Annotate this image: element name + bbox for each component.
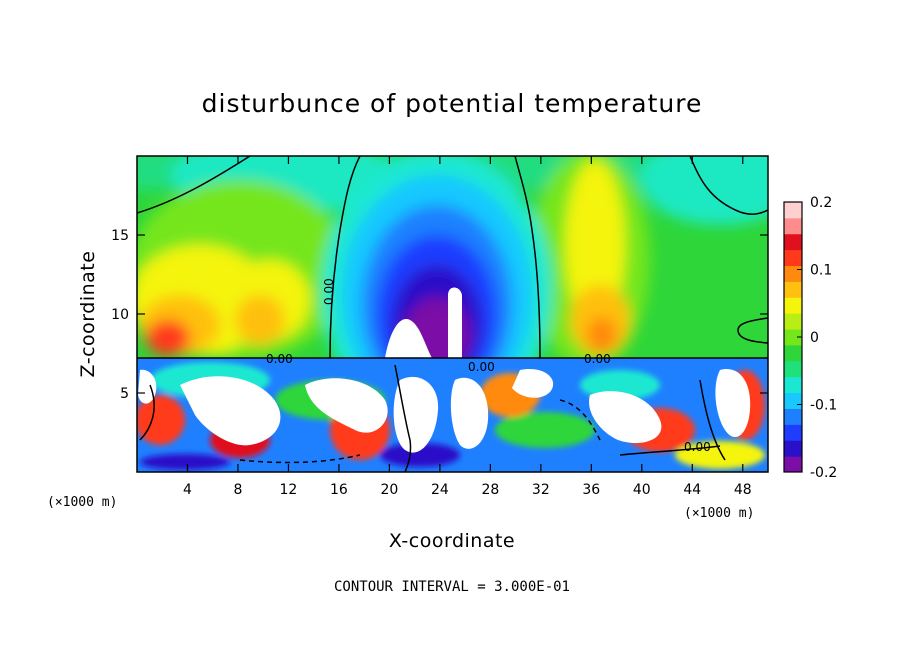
x-tick-label: 40 <box>633 482 651 498</box>
contour-label: 0.00 <box>266 352 293 366</box>
contour-lines <box>137 156 768 472</box>
y-axis-ticks: 5 10 15 <box>111 228 768 402</box>
colorbar-swatch <box>784 376 802 394</box>
y-tick-label: 15 <box>111 228 129 244</box>
contour-label: 0.00 <box>468 360 495 374</box>
colorbar-tick-label: 0 <box>810 330 819 346</box>
colorbar-swatch <box>784 281 802 298</box>
colorbar-swatch <box>784 297 802 314</box>
y-axis-label: Z-coordinate <box>77 251 99 378</box>
colorbar-swatch <box>784 265 802 282</box>
x-tick-label: 36 <box>582 482 600 498</box>
x-tick-label: 44 <box>683 482 701 498</box>
colorbar: 0.2 0.1 0 -0.1 -0.2 <box>783 195 837 481</box>
plot-field <box>137 156 768 472</box>
colorbar-swatch <box>784 202 802 219</box>
x-axis-ticks: 4 8 12 16 20 24 28 32 36 40 44 48 <box>183 156 752 498</box>
lower-layer-shading <box>137 358 768 472</box>
y-tick-label: 5 <box>120 386 129 402</box>
cold-core <box>385 287 462 358</box>
colorbar-tick-label: -0.1 <box>810 398 837 414</box>
x-unit-label: (×1000 m) <box>47 495 117 510</box>
contour-labels: 0.00 0.00 0.00 0.00 0.00 <box>266 278 711 454</box>
x-tick-label: 4 <box>183 482 192 498</box>
chart-title: disturbunce of potential temperature <box>202 89 703 118</box>
x-tick-label: 20 <box>380 482 398 498</box>
contour-interval-note: CONTOUR INTERVAL = 3.000E-01 <box>334 579 570 595</box>
colorbar-swatch <box>784 217 802 235</box>
y-tick-label: 10 <box>111 307 129 323</box>
colorbar-tick-label: 0.2 <box>810 195 832 211</box>
colorbar-swatch <box>784 408 802 425</box>
x-unit-label-right: (×1000 m) <box>684 506 754 521</box>
colorbar-swatch <box>784 392 802 409</box>
contour-label: 0.00 <box>322 278 336 305</box>
x-tick-label: 32 <box>532 482 550 498</box>
x-tick-label: 12 <box>280 482 298 498</box>
colorbar-swatch <box>784 456 802 473</box>
colorbar-swatch <box>784 424 802 441</box>
colorbar-swatch <box>784 440 802 457</box>
x-axis-label: X-coordinate <box>389 530 515 552</box>
colorbar-tick-label: 0.1 <box>810 263 832 279</box>
x-tick-label: 24 <box>431 482 449 498</box>
x-tick-label: 48 <box>734 482 752 498</box>
colorbar-swatch <box>784 344 802 362</box>
contour-label: 0.00 <box>584 352 611 366</box>
colorbar-swatch <box>784 329 802 346</box>
colorbar-swatch <box>784 249 802 267</box>
contour-label: 0.00 <box>684 440 711 454</box>
x-tick-label: 28 <box>481 482 499 498</box>
colorbar-tick-label: -0.2 <box>810 465 837 481</box>
colorbar-swatch <box>784 233 802 251</box>
x-tick-label: 16 <box>330 482 348 498</box>
colorbar-swatch <box>784 313 802 330</box>
x-tick-label: 8 <box>233 482 242 498</box>
colorbar-swatch <box>784 360 802 378</box>
